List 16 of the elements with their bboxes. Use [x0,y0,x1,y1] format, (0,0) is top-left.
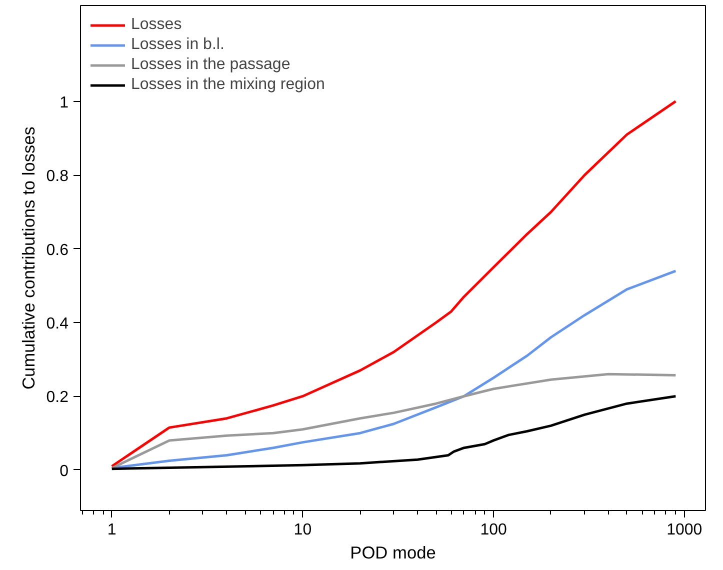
y-tick-label: 0 [60,462,69,480]
x-tick-label: 1000 [666,522,702,538]
legend-label: Losses [131,16,182,34]
y-tick-label: 0.6 [46,242,69,259]
x-axis-title: POD mode [350,542,436,562]
legend-label: Losses in b.l. [131,36,224,54]
y-tick-label: 0.4 [46,316,69,333]
y-tick-label: 1 [60,94,69,112]
legend-label: Losses in the mixing region [131,76,325,94]
x-tick-label: 10 [294,522,312,538]
x-tick-label: 100 [480,522,507,538]
legend-label: Losses in the passage [131,56,290,74]
y-tick-label: 0.2 [46,389,69,406]
x-tick-label: 1 [107,522,116,538]
y-tick-label: 0.8 [46,168,69,186]
y-axis-title: Cumulative contributions to losses [18,126,38,390]
